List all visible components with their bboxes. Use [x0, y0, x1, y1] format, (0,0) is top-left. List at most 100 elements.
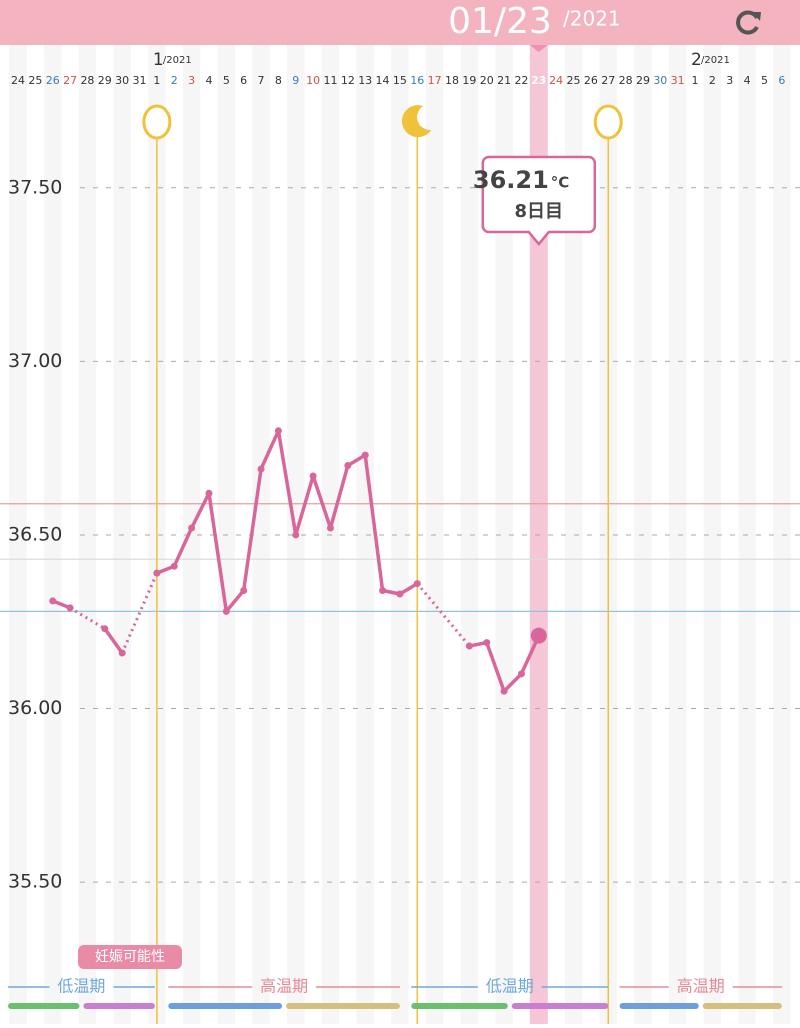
- gap-connector: [416, 582, 471, 648]
- badge-bg: [78, 945, 182, 969]
- y-tick-label: 35.50: [8, 871, 62, 893]
- cycle-bar: [702, 1003, 782, 1009]
- x-tick-label: 15: [393, 74, 407, 87]
- cycle-bar: [286, 1003, 400, 1009]
- y-tick-label: 36.50: [8, 523, 62, 545]
- x-tick-label: 1: [692, 74, 699, 87]
- x-tick-label: 9: [292, 74, 299, 87]
- data-point: [240, 587, 248, 595]
- data-point: [118, 649, 126, 657]
- data-point: [101, 625, 109, 633]
- x-tick-label: 14: [376, 74, 390, 87]
- column-stripe: [495, 45, 513, 1024]
- x-tick-label: 29: [98, 74, 112, 87]
- x-tick-label: 29: [636, 74, 650, 87]
- phase-label: 低温期: [486, 977, 534, 996]
- badge: 妊娠可能性: [95, 949, 165, 965]
- data-point: [170, 562, 178, 570]
- month-year: /2021: [163, 55, 192, 66]
- temperature-line: [103, 627, 124, 655]
- x-tick-label: 18: [445, 74, 459, 87]
- column-stripe: [9, 45, 27, 1024]
- x-tick-label: 10: [306, 74, 320, 87]
- y-tick-label: 37.00: [8, 350, 62, 372]
- gap-connector: [69, 606, 106, 630]
- column-stripe: [78, 45, 97, 1024]
- phase-label: 高温期: [677, 977, 725, 996]
- cycle-bar: [511, 1003, 609, 1009]
- x-tick-label: 2: [171, 74, 178, 87]
- x-tick-label: 26: [46, 74, 60, 87]
- temperature-line: [156, 429, 419, 614]
- header-date[interactable]: 01/23: [448, 1, 552, 42]
- x-tick-label: 25: [28, 74, 42, 87]
- x-tick-label: 25: [567, 74, 581, 87]
- data-point: [292, 531, 300, 539]
- data-point: [465, 642, 473, 650]
- egg-icon: [142, 104, 172, 140]
- refresh-button[interactable]: [736, 10, 761, 35]
- x-tick-label: 24: [11, 74, 25, 87]
- egg-icon: [593, 104, 623, 140]
- y-tick-label: 37.50: [8, 176, 62, 198]
- x-tick-label: 1: [153, 74, 160, 87]
- column-stripe: [252, 45, 270, 1024]
- x-tick-label: 4: [205, 74, 212, 87]
- data-point: [344, 462, 352, 470]
- gap-connector: [120, 572, 159, 654]
- cycle-bar: [619, 1003, 699, 1009]
- x-tick-label: 17: [428, 74, 442, 87]
- x-tick-label: 31: [133, 74, 147, 87]
- x-tick-label: 5: [223, 74, 230, 87]
- cycle-bar: [83, 1003, 155, 1009]
- column-stripe: [391, 45, 409, 1024]
- x-tick-label: 27: [601, 74, 615, 87]
- y-tick-label: 36.00: [8, 697, 62, 719]
- data-point: [66, 604, 74, 612]
- data-point: [274, 427, 282, 435]
- x-tick-label: 5: [761, 74, 768, 87]
- phase-label: 低温期: [57, 977, 105, 996]
- tooltip-unit: °C: [551, 174, 570, 192]
- x-tick-label: 30: [115, 74, 129, 87]
- cycle-bar: [411, 1003, 508, 1009]
- data-point: [379, 587, 387, 595]
- column-stripe: [460, 45, 479, 1024]
- column-stripe: [703, 45, 722, 1024]
- x-tick-label: 31: [671, 74, 685, 87]
- x-tick-label: 23: [531, 74, 546, 87]
- data-point: [257, 465, 265, 473]
- x-tick-label: 12: [341, 74, 355, 87]
- data-point: [205, 489, 213, 497]
- phase-label: 高温期: [260, 977, 308, 996]
- column-stripe: [773, 45, 791, 1024]
- x-tick-label: 22: [514, 74, 528, 87]
- x-tick-label: 27: [63, 74, 77, 87]
- x-tick-label: 28: [619, 74, 633, 87]
- x-tick-label: 26: [584, 74, 598, 87]
- x-tick-label: 20: [480, 74, 494, 87]
- data-point: [530, 627, 547, 644]
- x-tick-label: 24: [549, 74, 563, 87]
- x-tick-label: 8: [275, 74, 282, 87]
- month-label: 2: [691, 50, 702, 70]
- x-tick-label: 6: [778, 74, 785, 87]
- column-stripe: [564, 45, 583, 1024]
- header-year: /2021: [563, 7, 621, 31]
- x-tick-label: 7: [258, 74, 265, 87]
- data-point: [483, 639, 491, 647]
- data-point: [413, 580, 421, 588]
- x-tick-label: 28: [80, 74, 94, 87]
- x-tick-label: 6: [240, 74, 247, 87]
- cycle-bar: [168, 1003, 283, 1009]
- x-tick-label: 13: [358, 74, 372, 87]
- data-point: [396, 590, 404, 598]
- month-label: 1: [153, 50, 164, 70]
- x-tick-label: 4: [744, 74, 751, 87]
- data-point: [517, 670, 525, 678]
- data-point: [49, 597, 57, 605]
- moon-icon: [401, 105, 432, 138]
- x-tick-label: 30: [653, 74, 667, 87]
